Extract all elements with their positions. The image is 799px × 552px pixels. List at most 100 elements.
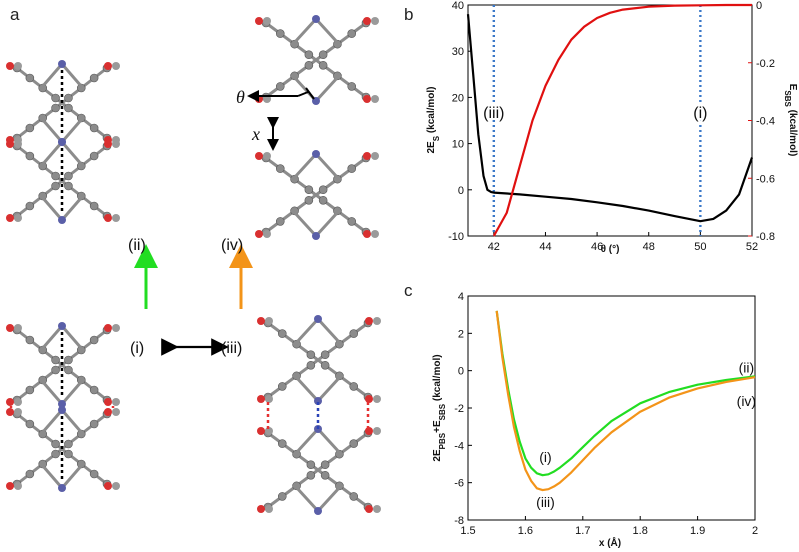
oxygen-atom	[104, 482, 112, 490]
nitrogen-atom	[314, 315, 322, 323]
x-tick-label-b: 44	[539, 241, 551, 253]
oxygen-atom	[255, 17, 263, 25]
carbon-atom	[112, 408, 120, 416]
bond	[60, 141, 84, 167]
y-tick-label-c: 0	[458, 366, 464, 378]
nitrogen-atom	[314, 507, 322, 515]
molecule-i	[6, 322, 120, 492]
carbon-atom	[265, 505, 273, 513]
bond	[60, 379, 84, 405]
y-left-axis-label-b-part: (kcal/mol)	[426, 86, 437, 135]
molecule-ii	[6, 60, 120, 224]
carbon-atom	[25, 201, 35, 211]
carbon-atom	[318, 185, 328, 195]
x-tick-label-b: 50	[694, 241, 706, 253]
y-axis-label-c: 2EPBS+ESBS (kcal/mol)	[432, 354, 447, 461]
oxygen-atom	[6, 408, 14, 416]
y-right-tick-label-b: 0	[756, 0, 762, 12]
carbon-atom	[25, 385, 35, 395]
y-right-axis-label-b-part: (kcal/mol)	[787, 107, 798, 156]
carbon-atom	[25, 335, 35, 345]
carbon-atom	[51, 171, 60, 181]
y-right-tick-label-b: -0.4	[756, 116, 775, 128]
bond	[294, 375, 320, 403]
oxygen-atom	[365, 505, 373, 513]
carbon-atom	[275, 82, 285, 91]
y-left-axis-label-b-part: 2E	[426, 141, 437, 154]
bond	[316, 317, 342, 345]
carbon-atom	[318, 195, 328, 205]
carbon-atom	[306, 350, 316, 360]
x-tick-label-b: 46	[591, 241, 603, 253]
series-line-right-b	[492, 3, 752, 237]
carbon-atom	[64, 365, 73, 375]
carbon-atom	[51, 103, 60, 113]
carbon-atom	[89, 335, 99, 345]
bond	[314, 17, 340, 45]
bond	[40, 379, 64, 405]
y-left-axis-label-b: 2ES (kcal/mol)	[426, 86, 441, 153]
carbon-atom	[349, 382, 359, 391]
carbon-atom	[112, 398, 120, 406]
carbon-atom	[371, 152, 379, 160]
bond	[316, 427, 342, 455]
oxygen-atom	[104, 408, 112, 416]
carbon-atom	[277, 492, 287, 501]
carbon-atom	[89, 151, 99, 161]
nitrogen-atom	[58, 322, 66, 330]
carbon-atom	[275, 29, 285, 38]
carbon-atom	[265, 395, 273, 403]
carbon-atom	[14, 324, 22, 332]
carbon-atom	[371, 17, 379, 25]
carbon-atom	[14, 408, 22, 416]
y-axis-label-c-part: +E	[432, 420, 443, 433]
carbon-atom	[64, 181, 73, 191]
panel-c-letter: c	[404, 281, 413, 300]
panel-b: b 42 44 46 48 50 52 -10 0 10 20 30 40 -0.8 -0.6 -0.4 -0…	[404, 0, 798, 255]
y-tick-label-c: -2	[454, 403, 464, 415]
marker-label-b: (i)	[693, 105, 707, 122]
carbon-atom	[263, 152, 271, 160]
bond	[314, 75, 340, 103]
carbon-atom	[112, 324, 120, 332]
carbon-atom	[373, 317, 381, 325]
carbon-atom	[64, 103, 73, 113]
panel-a-letter: a	[10, 5, 20, 24]
carbon-atom	[318, 60, 328, 70]
marker-label-b: (iii)	[483, 105, 504, 122]
carbon-atom	[277, 382, 287, 391]
bond	[60, 117, 84, 143]
carbon-atom	[89, 385, 99, 395]
series-line-left-b	[466, 14, 754, 223]
x-axis-label-b-part: θ (°)	[601, 244, 620, 255]
carbon-atom	[25, 469, 35, 479]
y-right-axis-label-b-part: E	[787, 84, 798, 91]
series-line-c-1	[495, 310, 756, 492]
curve-label-c: (i)	[539, 449, 551, 465]
bond	[292, 210, 318, 238]
carbon-atom	[318, 50, 328, 60]
curve-label-c: (iii)	[536, 494, 555, 510]
x-tick-label-c: 1.9	[690, 525, 705, 537]
oxygen-atom	[363, 152, 371, 160]
oxygen-atom	[104, 324, 112, 332]
y-axis-label-c-part: (kcal/mol)	[432, 354, 443, 403]
oxygen-atom	[6, 324, 14, 332]
bond	[40, 409, 64, 435]
nitrogen-atom	[312, 232, 320, 240]
bond	[60, 463, 84, 489]
bond	[294, 485, 320, 513]
oxygen-atom	[257, 395, 265, 403]
oxygen-atom	[6, 214, 14, 222]
bond	[316, 485, 342, 513]
carbon-atom	[89, 123, 99, 133]
x-tick-label-c: 1.6	[518, 525, 533, 537]
bond	[314, 210, 340, 238]
carbon-atom	[14, 140, 22, 148]
curve-label-c: (ii)	[739, 360, 755, 376]
x-tick-label-c: 1.5	[460, 525, 475, 537]
bond	[60, 325, 84, 351]
carbon-atom	[275, 217, 285, 226]
carbon-atom	[14, 398, 22, 406]
x-tick-label-c: 1.8	[633, 525, 648, 537]
